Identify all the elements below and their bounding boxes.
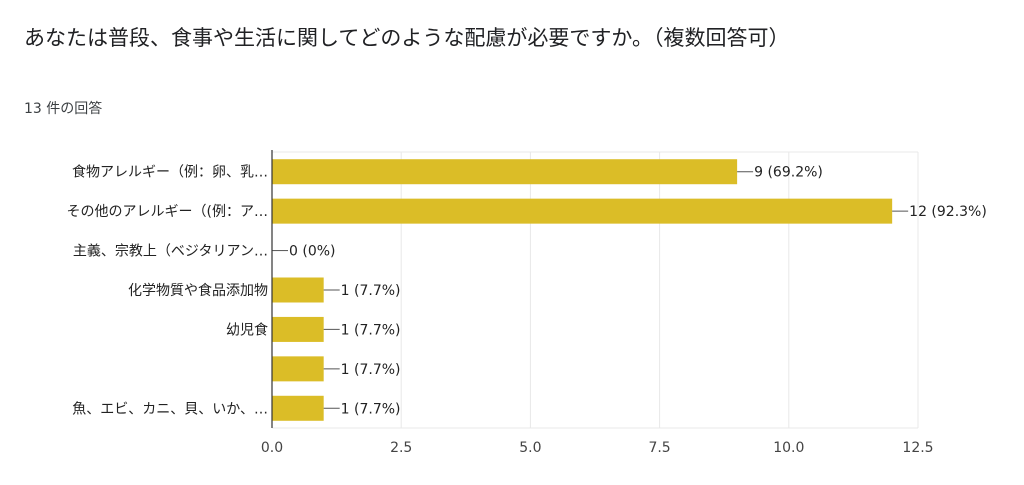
bar: [272, 277, 324, 303]
response-count: 13 件の回答: [24, 101, 103, 117]
bar: [272, 159, 738, 185]
bar: [272, 198, 893, 224]
question-title: あなたは普段、食事や生活に関してどのような配慮が必要ですか。（複数回答可）: [24, 26, 790, 50]
category-label: 食物アレルギー（例：卵、乳…: [72, 164, 268, 181]
x-tick-label: 12.5: [902, 440, 933, 456]
data-label: 1 (7.7%): [341, 322, 401, 338]
data-label: 1 (7.7%): [341, 283, 401, 299]
x-tick-label: 2.5: [390, 440, 412, 456]
data-label: 1 (7.7%): [341, 401, 401, 417]
bar: [272, 356, 324, 382]
data-label: 9 (69.2%): [754, 165, 823, 181]
x-tick-label: 0.0: [261, 440, 283, 456]
x-tick-label: 5.0: [519, 440, 541, 456]
category-label: その他のアレルギー（(例：ア…: [67, 204, 268, 220]
data-label: 12 (92.3%): [909, 204, 987, 220]
x-tick-label: 7.5: [648, 440, 670, 456]
category-label: 主義、宗教上（ベジタリアン…: [73, 243, 268, 260]
bar: [272, 395, 324, 421]
bar: [272, 316, 324, 342]
x-tick-label: 10.0: [773, 440, 804, 456]
category-label: 幼児食: [226, 321, 268, 338]
category-label: 化学物質や食品添加物: [128, 282, 268, 299]
data-label: 1 (7.7%): [341, 362, 401, 378]
data-label: 0 (0%): [289, 244, 336, 260]
category-label: 魚、エビ、カニ、貝、いか、…: [72, 401, 268, 417]
